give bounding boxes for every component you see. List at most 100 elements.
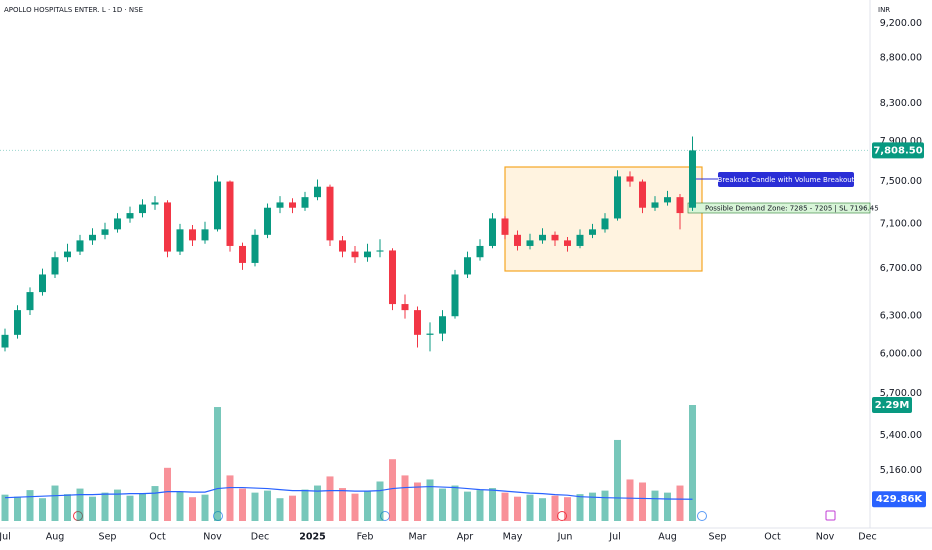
- candle-body: [76, 240, 84, 252]
- candle-body: [576, 234, 584, 246]
- volume-bar: [326, 476, 334, 521]
- candle-body: [639, 181, 646, 208]
- volume-bar: [1, 494, 9, 521]
- volume-bar: [289, 495, 296, 521]
- volume-bar: [176, 491, 184, 521]
- volume-bar: [401, 475, 409, 521]
- x-tick-label: Aug: [46, 532, 65, 543]
- volume-bar: [114, 489, 121, 521]
- candle-body: [201, 229, 209, 241]
- volume-bar: [14, 496, 21, 521]
- breakout-box: [718, 172, 854, 187]
- candle-body: [264, 207, 271, 235]
- volume-bar: [414, 482, 421, 521]
- y-tick-label: 6,700.00: [880, 263, 922, 274]
- candle-body: [14, 310, 21, 335]
- candle-body: [326, 186, 334, 241]
- candle-body: [664, 197, 671, 203]
- volume-bar: [589, 492, 596, 521]
- volume-bar: [26, 490, 34, 521]
- y-tick-label: 7,100.00: [880, 218, 922, 229]
- candle-body: [339, 240, 346, 252]
- x-tick-label: Oct: [764, 532, 781, 543]
- last-price-box: [872, 142, 924, 159]
- volume-bar: [439, 488, 446, 521]
- volume-bar: [476, 490, 484, 521]
- x-tick-label: Jun: [557, 532, 573, 543]
- y-tick-label: 6,300.00: [880, 311, 922, 322]
- x-tick-label: Nov: [203, 532, 222, 543]
- candle-body: [289, 202, 296, 208]
- volume-bar: [501, 492, 509, 521]
- volume-bar: [389, 459, 396, 521]
- y-tick-label: 8,800.00: [880, 53, 922, 64]
- x-tick-label: May: [503, 532, 523, 543]
- volume-bar: [464, 491, 471, 521]
- volume-ma-label-box: [872, 491, 926, 508]
- candle-body: [539, 234, 546, 241]
- volume-bar: [664, 492, 671, 521]
- volume-bar: [514, 496, 521, 521]
- volume-bar: [539, 498, 546, 521]
- y-tick-label: 6,000.00: [880, 348, 922, 359]
- volume-bar: [276, 498, 284, 521]
- x-tick-label: Nov: [816, 532, 835, 543]
- candle-body: [626, 176, 634, 182]
- candle-body: [364, 251, 371, 258]
- volume-bar: [639, 482, 646, 521]
- volume-bar: [376, 481, 384, 521]
- volume-bar: [489, 488, 496, 521]
- y-tick-label: 5,400.00: [880, 430, 922, 441]
- volume-bar: [364, 490, 371, 521]
- breakout-label: Breakout Candle with Volume Breakout: [718, 176, 855, 184]
- candle-body: [114, 218, 121, 230]
- candle-body: [164, 202, 171, 252]
- volume-bar: [101, 492, 109, 521]
- candle-body: [39, 274, 46, 293]
- x-tick-label: Dec: [858, 532, 876, 543]
- volume-bar: [76, 488, 84, 521]
- volume-bar: [676, 485, 684, 521]
- candle-body: [501, 218, 509, 235]
- candle-body: [301, 197, 309, 208]
- candle-body: [276, 202, 284, 208]
- volume-bar: [551, 495, 559, 521]
- x-tick-label: 2025: [299, 532, 325, 543]
- y-tick-label: 8,300.00: [880, 98, 922, 109]
- y-tick-label: 7,500.00: [880, 176, 922, 187]
- currency: INR: [878, 6, 890, 14]
- volume-bar: [164, 467, 171, 521]
- volume-bar: [89, 496, 96, 521]
- candle-body: [126, 213, 134, 219]
- volume-bar: [301, 489, 309, 521]
- x-tick-label: Feb: [357, 532, 374, 543]
- x-tick-label: Aug: [658, 532, 677, 543]
- volume-bar: [651, 490, 659, 521]
- volume-bar: [226, 475, 234, 521]
- candle-body: [526, 240, 534, 246]
- x-tick-label: Jul: [0, 532, 11, 543]
- candle-body: [101, 229, 109, 235]
- volume-label: 2.29M: [875, 400, 910, 411]
- candle-body: [239, 245, 246, 263]
- volume-bar: [64, 494, 71, 521]
- volume-bar: [314, 485, 321, 521]
- volume-bar: [614, 439, 621, 521]
- x-tick-label: Mar: [409, 532, 427, 543]
- volume-bar: [689, 405, 696, 521]
- candle-body: [489, 218, 496, 246]
- volume-bar: [39, 498, 46, 521]
- demand-zone-label: Possible Demand Zone: 7285 - 7205 | SL 7…: [705, 205, 879, 213]
- y-tick-label: 9,200.00: [880, 18, 922, 29]
- volume-bar: [51, 485, 59, 521]
- candle-body: [464, 257, 471, 275]
- candle-body: [64, 251, 71, 258]
- candle-body: [514, 234, 521, 246]
- volume-bar: [126, 495, 134, 521]
- candle-body: [589, 229, 596, 235]
- volume-bar: [426, 479, 434, 521]
- candle-body: [651, 202, 659, 208]
- volume-bar: [239, 488, 246, 521]
- volume-bar: [451, 485, 459, 521]
